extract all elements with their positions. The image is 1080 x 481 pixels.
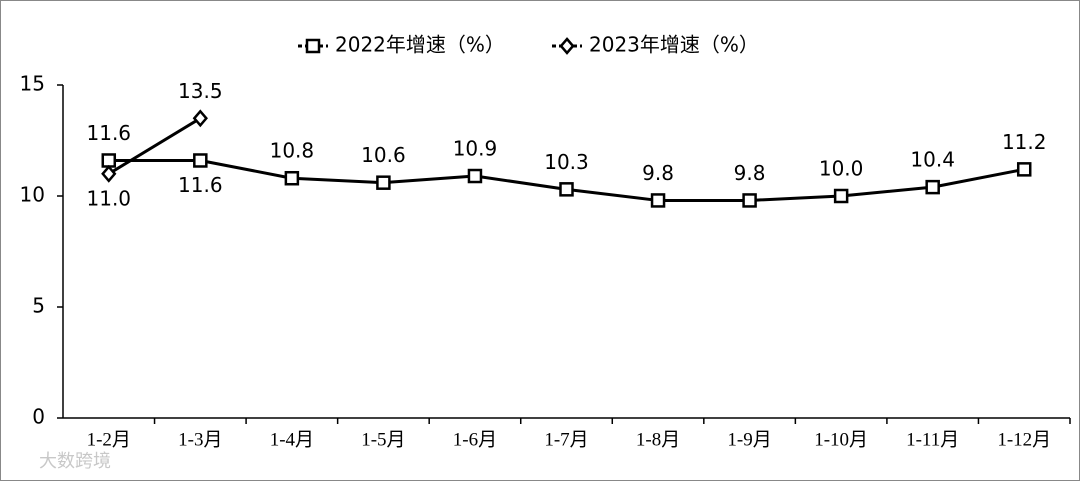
x-tick-label: 1-3月: [178, 429, 222, 450]
data-label: 10.3: [544, 150, 589, 174]
data-label: 11.6: [87, 121, 132, 145]
legend-label: 2022年增速（%）: [335, 33, 505, 57]
data-label: 10.9: [453, 137, 498, 161]
legend-marker: [559, 37, 575, 55]
data-label: 11.2: [1002, 130, 1047, 154]
data-label: 9.8: [734, 161, 766, 185]
data-label: 10.4: [910, 148, 955, 172]
y-tick-label: 5: [32, 294, 45, 318]
data-label: 10.0: [819, 157, 864, 181]
data-label: 9.8: [642, 161, 674, 185]
data-point: [376, 175, 391, 190]
legend-marker: [305, 38, 321, 54]
data-point: [1016, 162, 1032, 177]
data-label: 11.6: [178, 173, 223, 197]
x-tick-label: 1-10月: [814, 429, 868, 450]
data-label: 11.0: [87, 186, 132, 210]
data-label: 10.8: [270, 139, 315, 163]
x-tick-label: 1-7月: [544, 429, 588, 450]
watermark: 大数跨境: [39, 451, 111, 472]
x-tick-label: 1-12月: [997, 429, 1051, 450]
y-tick-label: 0: [32, 405, 45, 429]
x-tick-label: 1-4月: [270, 429, 314, 450]
x-tick-label: 1-8月: [636, 429, 680, 450]
y-tick-label: 15: [20, 72, 45, 96]
y-tick-label: 10: [20, 183, 45, 207]
data-point: [284, 170, 300, 186]
x-tick-label: 1-9月: [727, 429, 771, 450]
x-tick-label: 1-6月: [453, 429, 497, 450]
data-label: 13.5: [178, 79, 223, 103]
data-point: [833, 188, 849, 204]
data-point: [101, 153, 117, 168]
x-tick-label: 1-11月: [906, 429, 959, 450]
data-point: [650, 193, 666, 208]
data-point: [742, 193, 757, 208]
data-point: [193, 153, 208, 168]
data-point: [101, 164, 117, 183]
data-point: [559, 182, 574, 197]
data-point: [192, 109, 208, 128]
data-point: [925, 179, 940, 195]
x-tick-label: 1-5月: [361, 429, 405, 450]
data-label: 10.6: [361, 143, 406, 167]
data-point: [467, 168, 483, 184]
x-tick-label: 1-2月: [87, 429, 131, 450]
series-line: [107, 117, 202, 176]
legend-label: 2023年增速（%）: [589, 33, 759, 57]
